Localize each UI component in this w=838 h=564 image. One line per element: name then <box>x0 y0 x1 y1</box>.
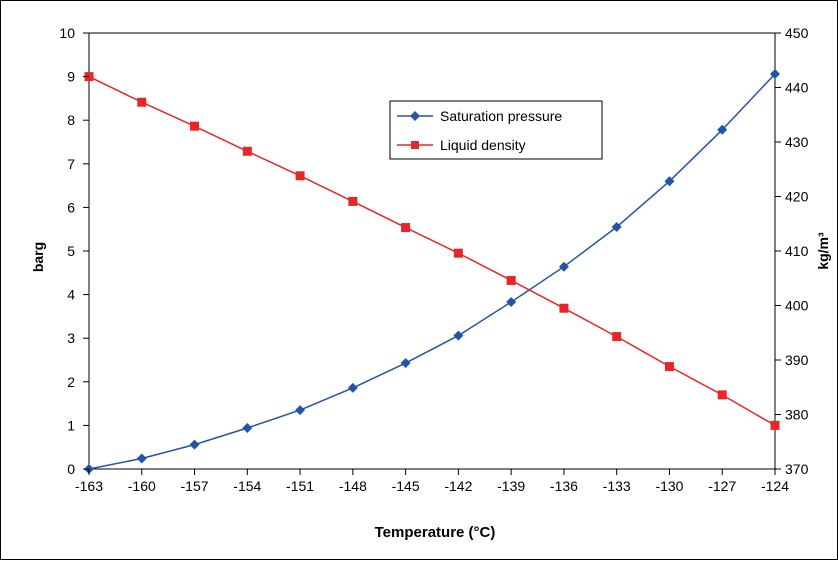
y-right-axis-label: kg/m³ <box>815 232 831 270</box>
data-point-liquid-density <box>137 97 147 107</box>
y-left-tick-label: 5 <box>67 243 75 259</box>
x-tick-label: -145 <box>392 478 420 494</box>
data-point-liquid-density <box>770 420 780 430</box>
data-point-saturation-pressure <box>717 124 728 135</box>
x-tick-label: -160 <box>128 478 156 494</box>
data-point-liquid-density <box>401 223 411 233</box>
x-tick-label: -124 <box>761 478 789 494</box>
y-left-tick-label: 10 <box>59 25 75 41</box>
x-tick-label: -157 <box>181 478 209 494</box>
data-point-liquid-density <box>295 171 305 181</box>
x-tick-label: -127 <box>708 478 736 494</box>
y-right-tick-label: 400 <box>785 298 809 314</box>
data-point-liquid-density <box>612 332 622 342</box>
legend-label-saturation: Saturation pressure <box>440 108 562 124</box>
data-point-liquid-density <box>348 196 358 206</box>
data-point-liquid-density <box>664 362 674 372</box>
x-tick-label: -142 <box>444 478 472 494</box>
y-right-tick-label: 410 <box>785 243 809 259</box>
x-tick-label: -163 <box>75 478 103 494</box>
data-point-liquid-density <box>506 275 516 285</box>
y-left-tick-label: 2 <box>67 374 75 390</box>
y-left-tick-label: 6 <box>67 199 75 215</box>
data-point-saturation-pressure <box>506 297 517 308</box>
y-left-tick-label: 8 <box>67 112 75 128</box>
legend-marker-saturation <box>410 111 420 121</box>
data-point-saturation-pressure <box>242 423 253 434</box>
x-tick-label: -148 <box>339 478 367 494</box>
data-point-liquid-density <box>242 146 252 156</box>
y-left-tick-label: 1 <box>67 417 75 433</box>
data-point-saturation-pressure <box>347 382 358 393</box>
y-right-tick-label: 430 <box>785 134 809 150</box>
data-point-liquid-density <box>453 248 463 258</box>
series-line-liquid-density <box>88 75 776 427</box>
data-point-saturation-pressure <box>453 330 464 341</box>
x-tick-label: -136 <box>550 478 578 494</box>
data-point-saturation-pressure <box>136 453 147 464</box>
data-point-saturation-pressure <box>189 439 200 450</box>
legend: Saturation pressure Liquid density <box>389 100 603 160</box>
y-left-tick-label: 3 <box>67 330 75 346</box>
x-tick-label: -133 <box>603 478 631 494</box>
data-point-liquid-density <box>190 121 200 131</box>
y-left-tick-label: 7 <box>67 156 75 172</box>
y-right-tick-label: 450 <box>785 25 809 41</box>
plot-area <box>88 32 776 470</box>
y-right-tick-label: 390 <box>785 352 809 368</box>
y-left-axis-label: barg <box>30 242 46 272</box>
data-point-saturation-pressure <box>611 222 622 233</box>
y-right-tick-label: 370 <box>785 461 809 477</box>
x-axis-label: Temperature (°C) <box>375 524 496 541</box>
y-left-tick-label: 0 <box>67 461 75 477</box>
y-right-tick-label: 420 <box>785 189 809 205</box>
y-left-tick-label: 4 <box>67 287 75 303</box>
x-tick-label: -151 <box>286 478 314 494</box>
y-right-tick-label: 380 <box>785 407 809 423</box>
data-point-saturation-pressure <box>664 176 675 187</box>
x-tick-label: -130 <box>655 478 683 494</box>
series-line-saturation-pressure <box>88 73 776 470</box>
data-point-saturation-pressure <box>558 261 569 272</box>
legend-marker-density <box>411 141 419 149</box>
data-point-liquid-density <box>559 303 569 313</box>
data-point-saturation-pressure <box>770 68 780 79</box>
y-right-tick-label: 440 <box>785 80 809 96</box>
data-point-saturation-pressure <box>295 405 306 416</box>
data-point-saturation-pressure <box>400 358 411 369</box>
data-point-liquid-density <box>717 390 727 400</box>
legend-box <box>389 100 603 160</box>
x-tick-label: -139 <box>497 478 525 494</box>
legend-label-density: Liquid density <box>440 137 526 153</box>
y-left-tick-label: 9 <box>67 69 75 85</box>
x-tick-label: -154 <box>233 478 261 494</box>
